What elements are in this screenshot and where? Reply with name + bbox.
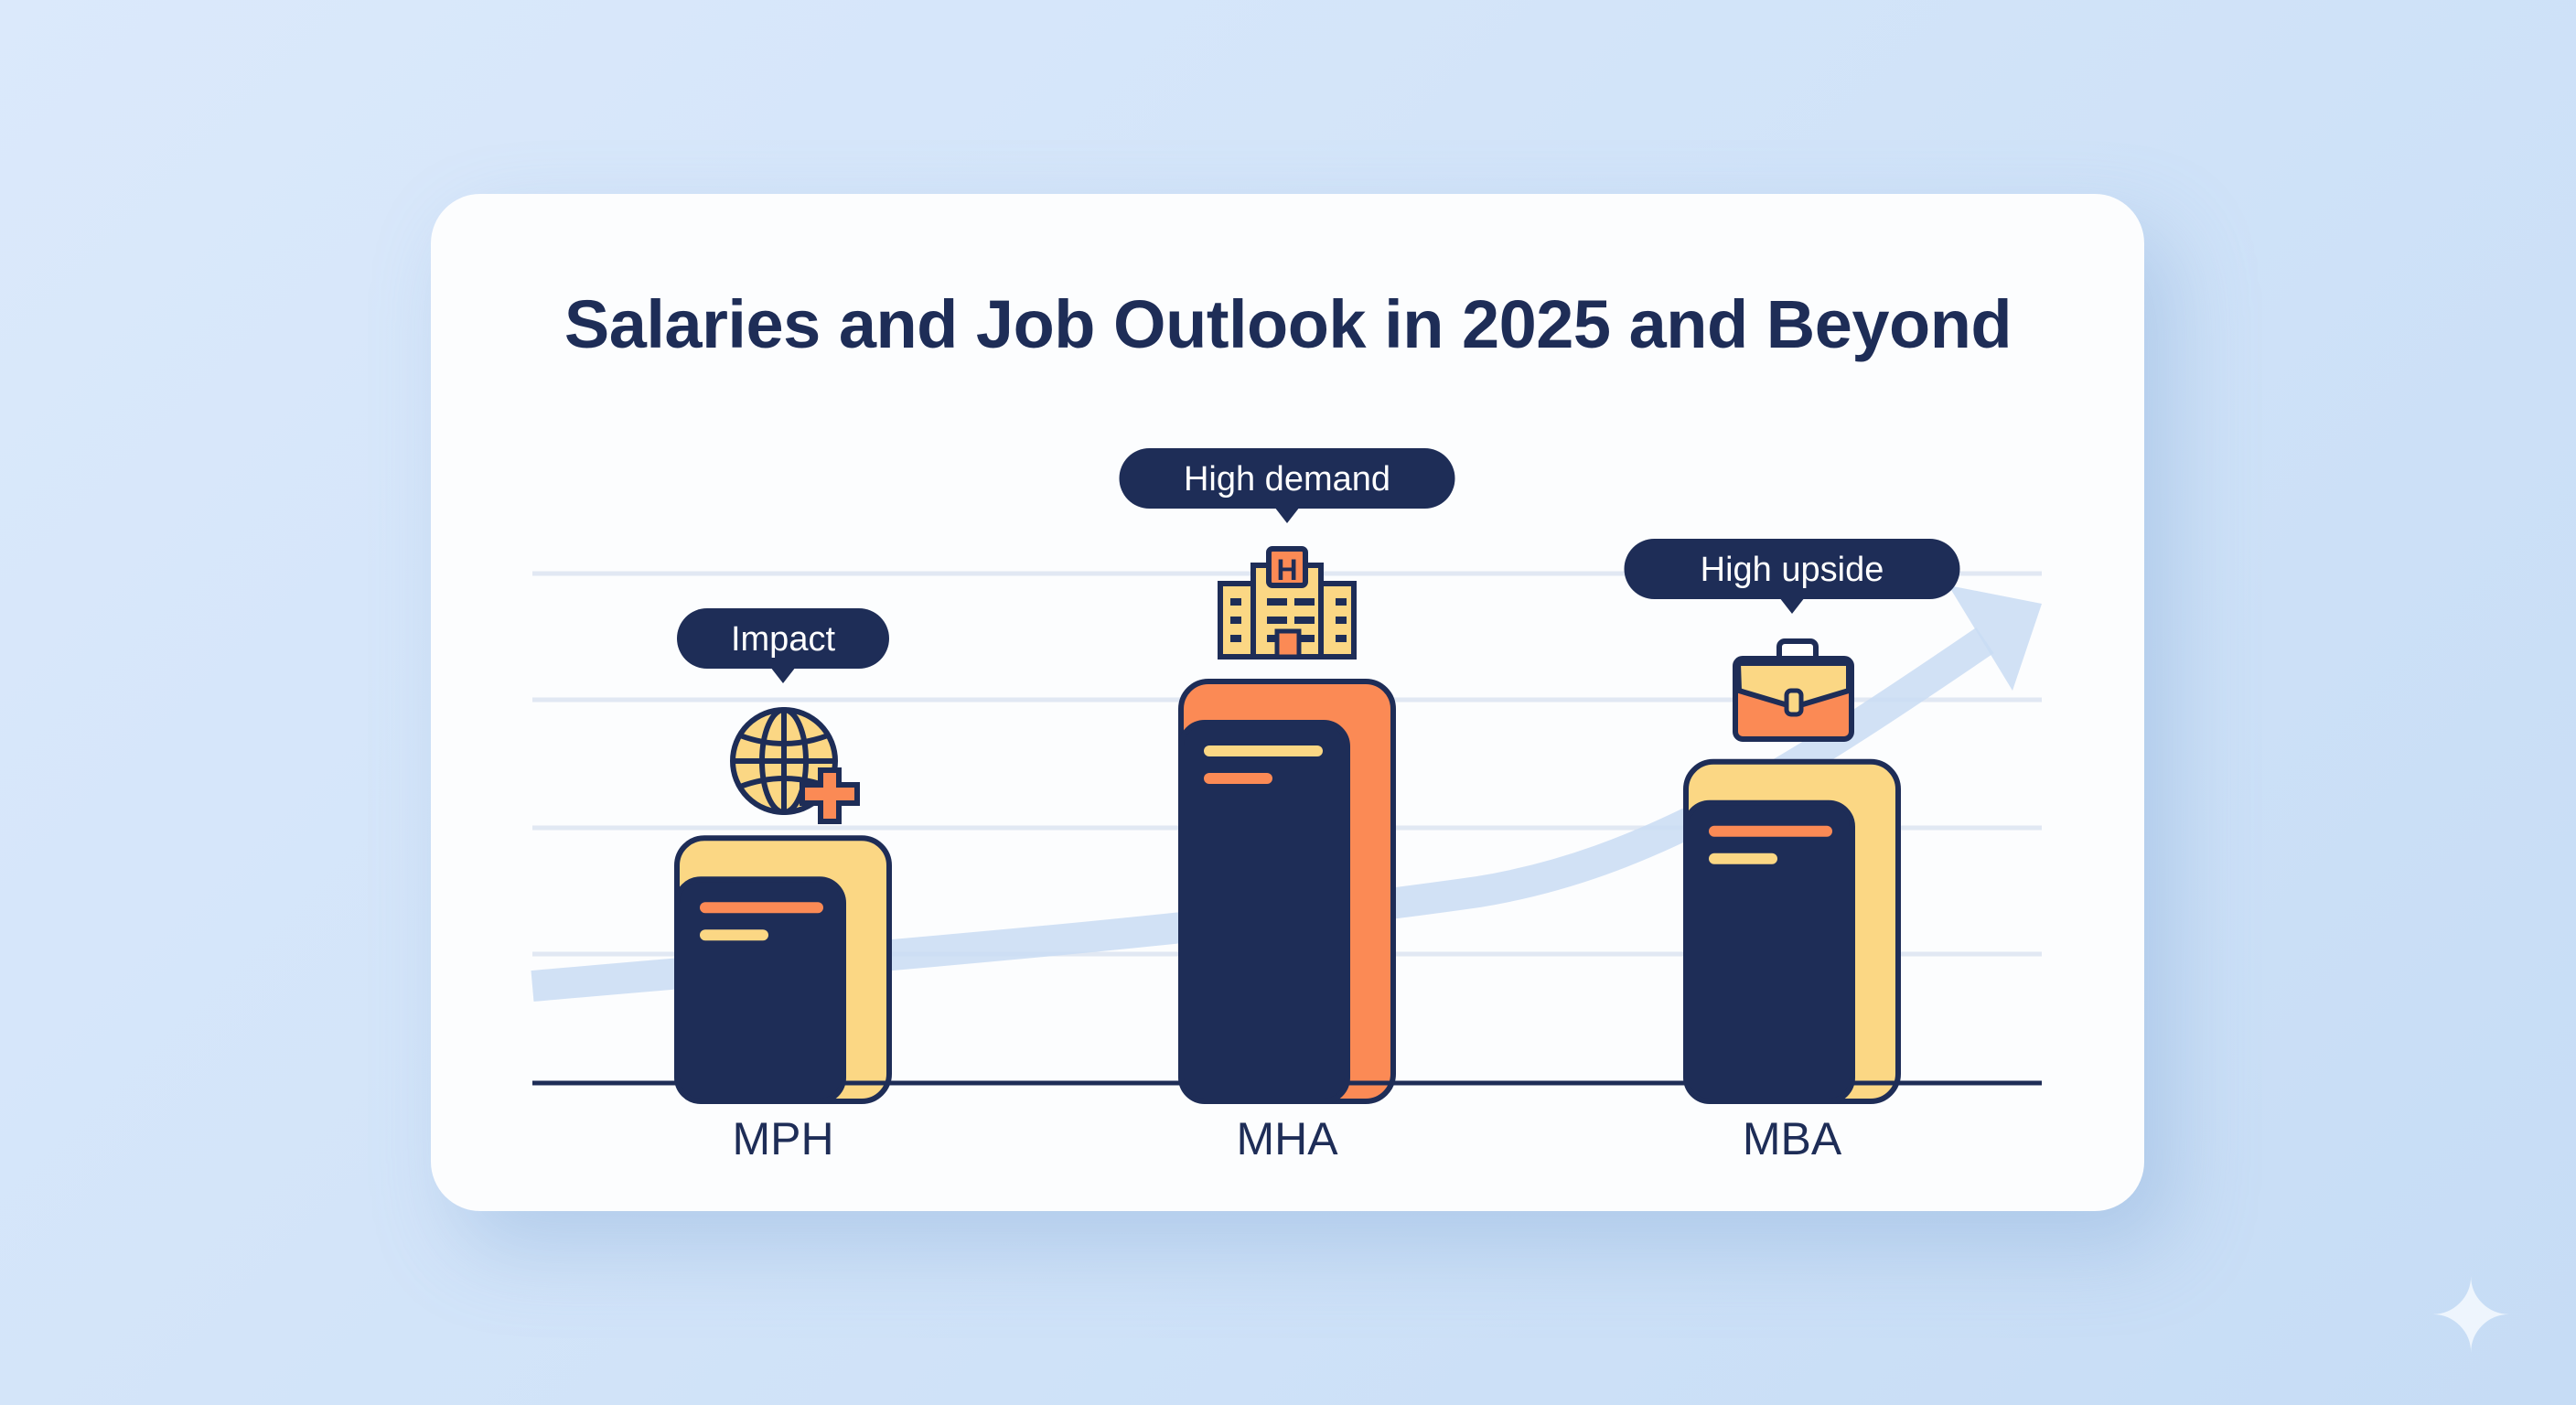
- sparkle-icon: ✦: [2429, 1260, 2514, 1373]
- bar-stripe: [1204, 745, 1323, 756]
- trend-arrowhead: [1948, 585, 2042, 691]
- annotation-bubble: High demand: [1119, 448, 1455, 523]
- annotation-label: High demand: [1184, 460, 1390, 499]
- globe-plus-icon: [730, 707, 860, 824]
- bar-stripe: [1709, 825, 1832, 837]
- hospital-h-glyph: H: [1276, 553, 1297, 586]
- x-tick-label: MBA: [1743, 1113, 1842, 1164]
- bar-front: [1683, 799, 1855, 1104]
- bar-stripe: [700, 902, 823, 914]
- annotation-label: High upside: [1701, 551, 1884, 589]
- hospital-icon: H: [1218, 546, 1357, 660]
- x-tick-label: MPH: [732, 1113, 833, 1164]
- bar-mph: [674, 835, 892, 1105]
- bar-mba: [1683, 758, 1901, 1104]
- bubble-pointer: [1274, 507, 1300, 523]
- bubble-pointer: [1779, 597, 1805, 614]
- annotation-label: Impact: [731, 620, 835, 659]
- bubble-body: [1119, 448, 1455, 509]
- bar-stripe: [1204, 773, 1272, 784]
- bar-stripe: [700, 929, 768, 941]
- annotation-bubble: Impact: [677, 608, 889, 683]
- bar-mha: [1178, 679, 1396, 1104]
- bar-front: [1178, 720, 1350, 1104]
- bubble-body: [677, 608, 889, 669]
- bubble-body: [1624, 539, 1960, 599]
- briefcase-icon: [1733, 638, 1854, 742]
- bubble-pointer: [770, 667, 796, 683]
- chart-title: Salaries and Job Outlook in 2025 and Bey…: [564, 286, 2012, 362]
- annotation-bubble: High upside: [1624, 539, 1960, 614]
- x-tick-label: MHA: [1236, 1113, 1338, 1164]
- bar-stripe: [1709, 853, 1777, 864]
